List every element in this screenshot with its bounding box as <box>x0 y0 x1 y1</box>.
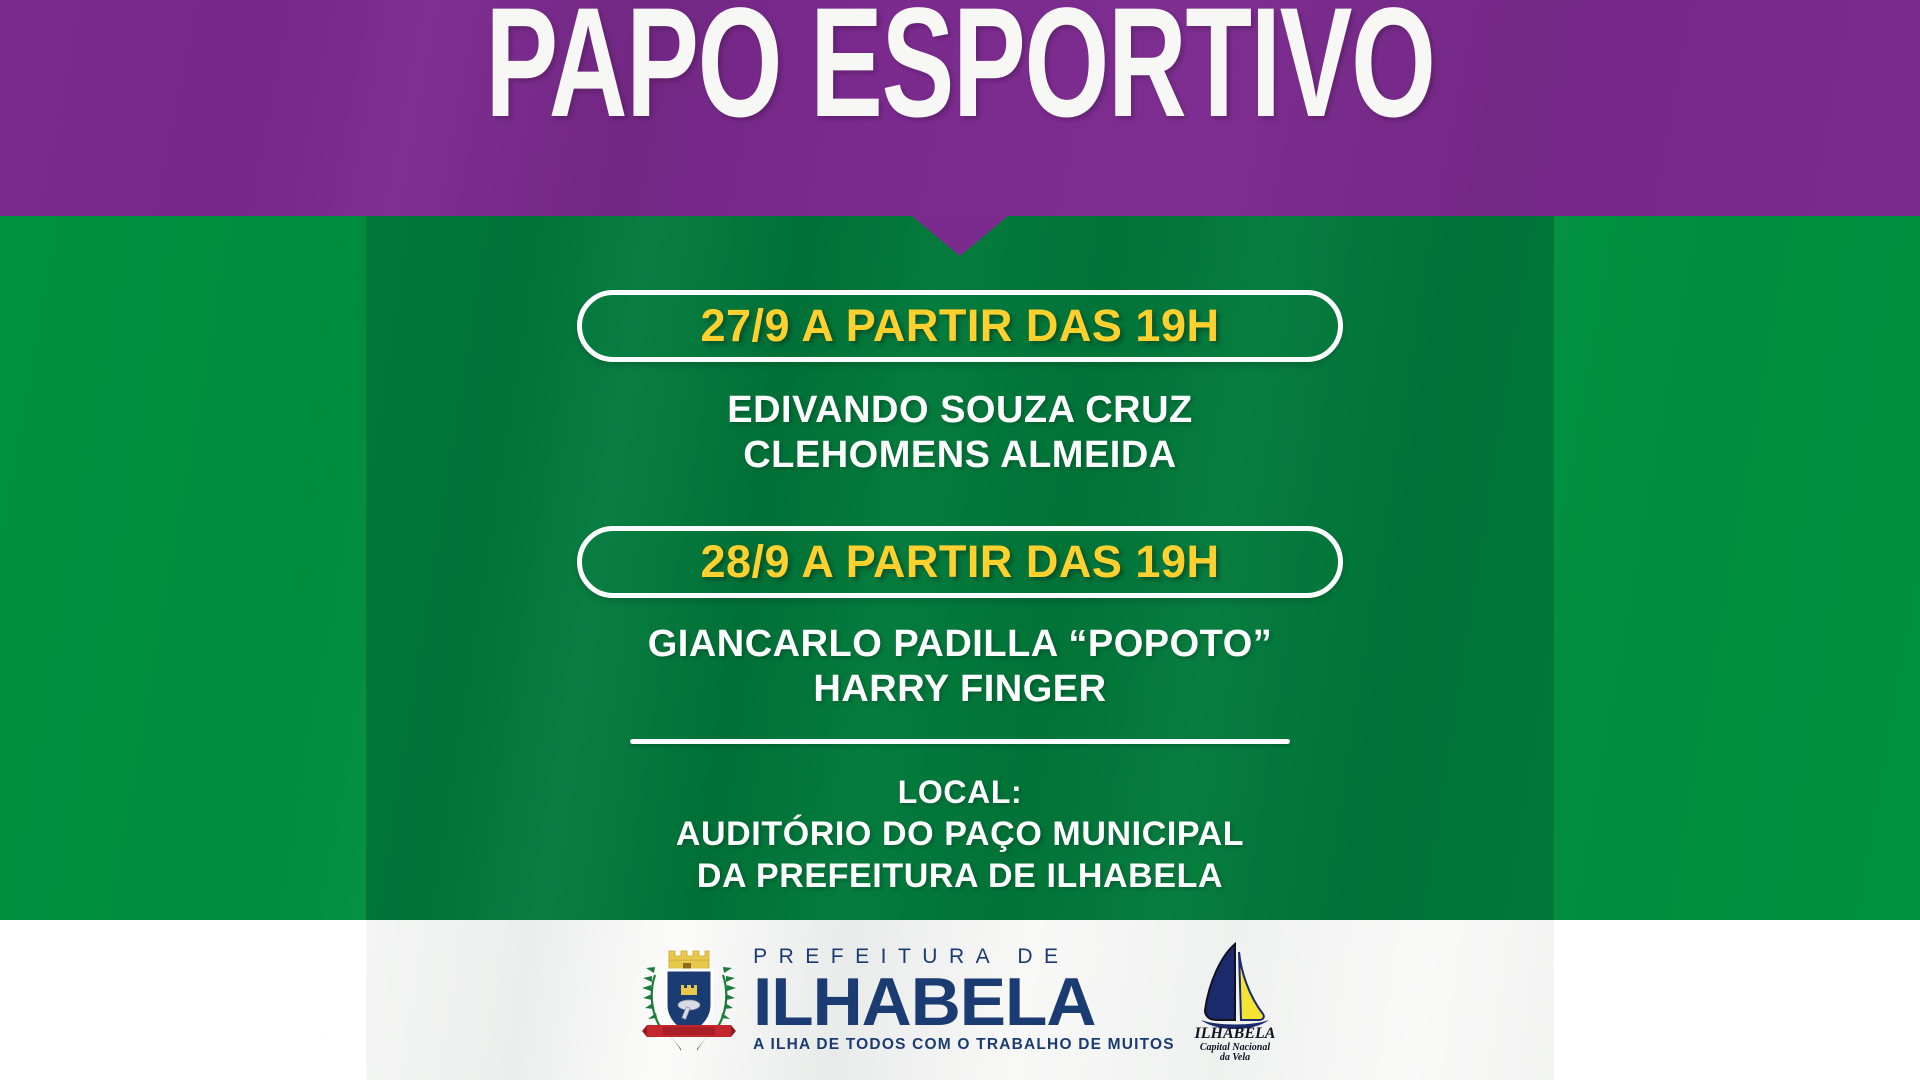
purple-header-banner: PAPO ESPORTIVO <box>0 0 1920 216</box>
sail-logo-line2: da Vela <box>1220 1052 1250 1062</box>
event-details-stack: 27/9 A PARTIR DAS 19H EDIVANDO SOUZA CRU… <box>366 216 1554 920</box>
speaker-list-session-2: GIANCARLO PADILLA “POPOTO” HARRY FINGER <box>366 622 1554 712</box>
date-pill-session-2: 28/9 A PARTIR DAS 19H <box>577 526 1343 598</box>
venue-line: DA PREFEITURA DE ILHABELA <box>696 857 1224 895</box>
sailboat-icon: ILHABELA Capital Nacional da Vela <box>1193 941 1276 1062</box>
venue-line: AUDITÓRIO DO PAÇO MUNICIPAL <box>675 815 1245 853</box>
prefeitura-name: ILHABELA <box>753 963 1097 1040</box>
date-pill-text-2: 28/9 A PARTIR DAS 19H <box>700 536 1220 587</box>
footer-panel-background <box>366 920 1554 1080</box>
prefeitura-wordmark: PREFEITURA DE ILHABELA A ILHA DE TODOS C… <box>753 945 1175 1056</box>
page-title: PAPO ESPORTIVO <box>485 0 1436 150</box>
speaker-list-session-1: EDIVANDO SOUZA CRUZ CLEHOMENS ALMEIDA <box>366 388 1554 478</box>
venue-block: LOCAL: AUDITÓRIO DO PAÇO MUNICIPAL DA PR… <box>366 771 1554 897</box>
prefeitura-eyebrow: PREFEITURA DE <box>753 944 1070 968</box>
content-panel-background <box>366 216 1554 920</box>
section-divider <box>630 739 1290 744</box>
venue-label: LOCAL: <box>897 774 1023 810</box>
sail-logo-name: ILHABELA <box>1193 1025 1275 1042</box>
sail-logo-line1: Capital Nacional <box>1200 1042 1271 1053</box>
triangle-down-icon <box>912 216 1008 256</box>
speaker-name: HARRY FINGER <box>813 668 1107 710</box>
prefeitura-tagline: A ILHA DE TODOS COM O TRABALHO DE MUITOS <box>753 1035 1175 1053</box>
speaker-name: EDIVANDO SOUZA CRUZ <box>727 389 1193 431</box>
date-pill-text-1: 27/9 A PARTIR DAS 19H <box>700 300 1220 351</box>
speaker-name: GIANCARLO PADILLA “POPOTO” <box>647 623 1273 665</box>
ilhabela-coat-of-arms-icon <box>642 950 737 1051</box>
speaker-name: CLEHOMENS ALMEIDA <box>743 434 1177 476</box>
date-pill-session-1: 27/9 A PARTIR DAS 19H <box>577 290 1343 362</box>
footer-logo-row: PREFEITURA DE ILHABELA A ILHA DE TODOS C… <box>366 920 1554 1080</box>
